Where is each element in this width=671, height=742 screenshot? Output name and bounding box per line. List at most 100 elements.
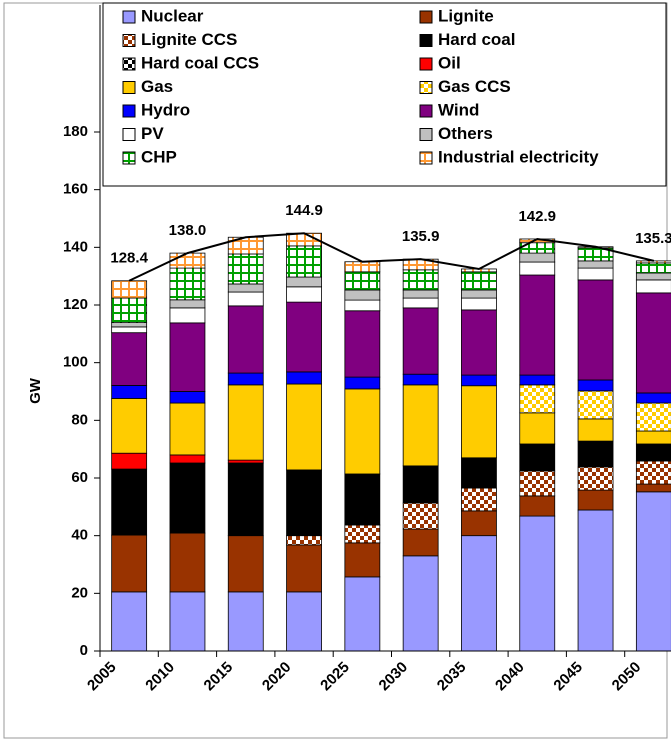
legend-label: Lignite [438,6,494,25]
bar-segment [227,291,264,307]
bar-segment [635,279,671,294]
y-tick-label: 180 [63,123,88,140]
bar-segment [402,307,439,375]
legend-label: CHP [141,147,177,166]
y-tick-label: 100 [63,354,88,371]
bar-segment [111,332,148,386]
legend-swatch [419,128,433,141]
bar-segment [635,460,671,485]
total-line [128,232,655,282]
bar-segment [344,388,381,475]
y-tick-label: 160 [63,181,88,198]
data-label: 128.4 [110,250,148,267]
bar-segment [577,440,614,468]
legend-box [102,2,667,187]
bar-segment [286,245,322,278]
legend-swatch [122,128,136,141]
y-tick-label: 60 [71,469,88,486]
bar-segment [519,495,556,517]
bar-segment [344,576,381,652]
legend-swatch [122,34,136,47]
bar-segment [227,283,264,293]
y-tick-label: 20 [71,584,88,601]
bar-segment [402,297,439,309]
bar-segment [635,491,671,652]
bar-segment [519,384,556,414]
bar-segment [402,555,439,652]
bar-segment [519,252,556,263]
bar-segment [169,391,206,404]
bar-segment [635,483,671,493]
bar-segment [344,473,381,526]
bar-segment [519,261,556,276]
x-tick-label: 2005 [84,659,120,695]
bar-segment [286,286,322,303]
bar-segment [519,274,556,376]
bar-segment [227,535,264,593]
bar-segment [402,528,439,557]
bar-segment [227,459,264,464]
bar-segment [227,591,264,652]
legend-label: Hard coal CCS [141,53,259,72]
bar-segment [227,305,264,374]
y-tick-label: 80 [71,411,88,428]
bar-segment [461,535,497,652]
bar-segment [344,261,381,273]
bar-segment [227,462,264,537]
legend-label: Nuclear [141,6,204,25]
bar-segment [111,385,148,399]
bar-segment [635,262,671,274]
legend-swatch [122,57,136,71]
bar-segment [635,443,671,462]
bar-segment [169,307,206,324]
legend-swatch [419,151,433,165]
y-tick-label: 0 [80,642,88,659]
bar-segment [286,371,322,385]
bar-segment [519,515,556,652]
bar-segment [286,469,322,537]
bar-segment [635,292,671,394]
y-tick-label: 140 [63,238,88,255]
bar-segment [519,412,556,445]
bar-segment [111,297,148,323]
bar-segment [111,591,148,652]
data-label: 142.9 [518,208,556,225]
data-label: 144.9 [285,202,323,219]
bar-segment [519,443,556,472]
bar-segment [577,466,614,491]
bar-segment [461,297,497,311]
bar-segment [577,267,614,281]
legend-label: Industrial electricity [438,147,599,166]
bar-segment [286,535,322,546]
bar-segment [344,299,381,312]
legend-swatch [419,57,433,71]
legend-swatch [419,10,433,24]
bar-segment [461,385,497,459]
x-tick-label: 2050 [609,659,645,695]
bar-segment [461,457,497,489]
legend-swatch [122,104,136,118]
bar-segment [111,322,148,328]
bar-segment [402,384,439,467]
bar-segment [111,468,148,536]
x-tick-label: 2010 [142,659,178,695]
x-tick-label: 2030 [376,659,412,695]
legend-swatch [122,81,136,94]
bar-segment [402,465,439,504]
x-tick-label: 2045 [550,659,586,695]
bar-segment [635,430,671,445]
bar-segment [344,376,381,390]
legend-label: Others [438,124,493,143]
bar-segment [461,309,497,376]
bar-segment [461,374,497,387]
bar-segment [169,322,206,392]
bar-segment [169,267,206,301]
bar-segment [461,510,497,537]
legend-swatch [419,81,433,94]
legend-swatch [122,10,136,24]
bar-segment [169,252,206,269]
data-label: 135.3 [635,230,671,247]
bar-segment [577,260,614,269]
bar-segment [577,509,614,652]
bar-segment [344,524,381,544]
